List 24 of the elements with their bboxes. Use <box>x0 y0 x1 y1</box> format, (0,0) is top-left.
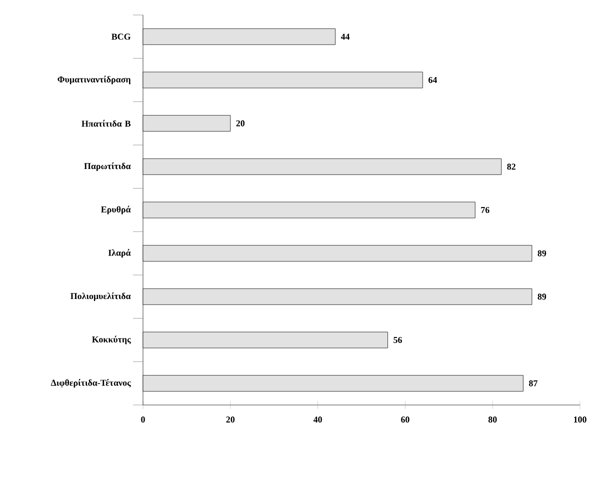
data-label: 87 <box>529 380 538 386</box>
y-tick-label: Φυματιναντίδραση <box>58 76 130 84</box>
data-label: 64 <box>428 76 437 84</box>
y-tick-label: Παρωτίτιδα <box>84 162 131 171</box>
y-tick-label: Πολιομυελίτιδα <box>70 292 131 301</box>
y-tick-label: Κοκκύτης <box>92 336 131 344</box>
data-label: 89 <box>538 250 546 256</box>
y-tick-label: Ερυθρά <box>101 206 131 214</box>
data-label: 76 <box>481 206 490 214</box>
data-label: 44 <box>340 34 350 40</box>
data-label: 82 <box>507 164 516 170</box>
x-tick-label: 60 <box>401 416 410 423</box>
x-tick-label: 40 <box>313 416 322 423</box>
x-tick-label: 20 <box>226 416 235 423</box>
x-tick-label: 0 <box>141 416 145 423</box>
data-label: 56 <box>394 336 402 344</box>
y-tick-label: BCG <box>112 34 131 40</box>
y-tick-label: Ιλαρά <box>108 249 131 258</box>
x-tick-label: 100 <box>574 416 586 423</box>
data-label: 89 <box>538 294 546 300</box>
y-tick-label: Ηπατίτιδα Β <box>82 120 131 127</box>
data-label: 20 <box>236 120 245 126</box>
x-tick-label: 80 <box>488 416 497 423</box>
y-tick-label: Διφθερίτιδα-Τέτανος <box>50 379 131 388</box>
